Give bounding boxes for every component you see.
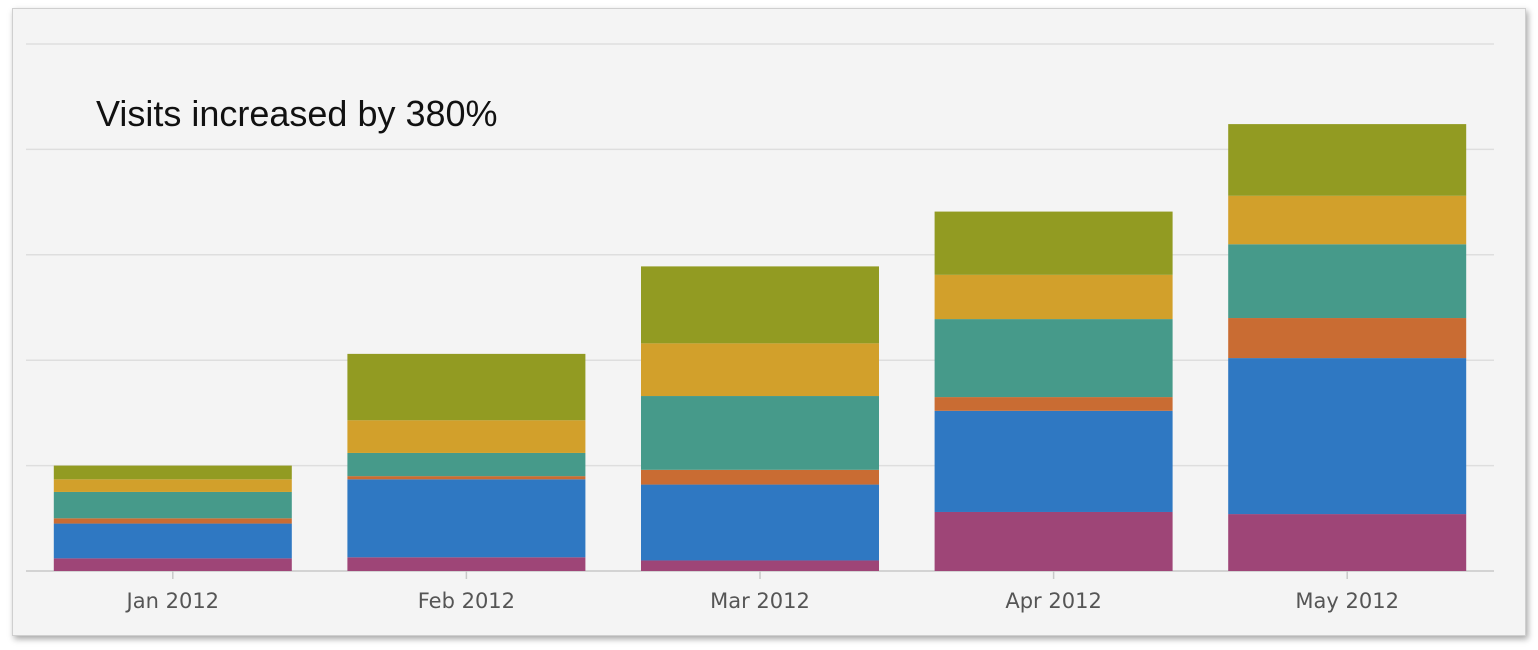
chart-annotation: Visits increased by 380% — [96, 93, 498, 134]
x-axis: Jan 2012 Feb 2012 Mar 2012 Apr 2012 May 2012 — [125, 571, 1399, 613]
bar-segment-4-4 — [934, 319, 1173, 398]
bar-segment-4-5 — [934, 274, 1173, 320]
bar-segment-3-2 — [641, 484, 879, 561]
bar-segment-2-1 — [347, 557, 586, 571]
bar-segment-5-6 — [1228, 124, 1467, 196]
bar-segment-5-5 — [1228, 195, 1467, 245]
bar-segment-4-3 — [934, 397, 1173, 411]
bar-segment-2-4 — [347, 452, 586, 477]
bar-segment-4-6 — [934, 211, 1173, 275]
x-tick-label: Apr 2012 — [1005, 589, 1101, 613]
bar-segment-2-6 — [347, 353, 586, 421]
bar-segment-5-2 — [1228, 358, 1467, 515]
bar-segment-1-5 — [53, 479, 292, 492]
bar-segment-3-3 — [641, 469, 879, 485]
bar-segment-4-1 — [934, 511, 1173, 571]
bar-segment-3-1 — [641, 560, 879, 571]
bar-segment-3-6 — [641, 266, 879, 344]
bar-segment-2-2 — [347, 479, 586, 558]
bar-segment-1-2 — [53, 523, 292, 559]
bar-segment-2-5 — [347, 420, 586, 453]
bar-segment-2-3 — [347, 476, 586, 480]
bars — [53, 124, 1467, 571]
bar-segment-5-1 — [1228, 514, 1467, 571]
x-tick-label: Jan 2012 — [125, 589, 220, 613]
bar-segment-5-3 — [1228, 318, 1467, 359]
x-tick-label: Feb 2012 — [418, 589, 515, 613]
x-tick-label: May 2012 — [1295, 589, 1399, 613]
x-tick-label: Mar 2012 — [710, 589, 810, 613]
bar-segment-3-5 — [641, 343, 879, 397]
bar-segment-5-4 — [1228, 244, 1467, 319]
bar-segment-1-6 — [53, 465, 292, 480]
bar-segment-1-4 — [53, 491, 292, 519]
bar-segment-3-4 — [641, 396, 879, 470]
bar-segment-1-3 — [53, 518, 292, 524]
bar-segment-1-1 — [53, 558, 292, 571]
bar-segment-4-2 — [934, 410, 1173, 512]
